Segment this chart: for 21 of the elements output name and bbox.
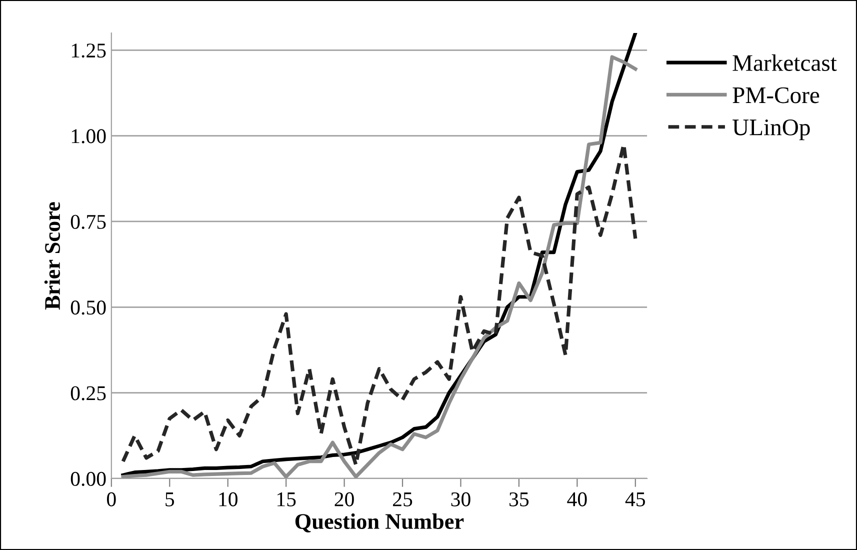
y-tick-label: 1.00 bbox=[72, 129, 106, 144]
legend-label: PM-Core bbox=[732, 87, 820, 104]
y-tick-label: 0.25 bbox=[70, 386, 106, 400]
y-tick-label: 1.25 bbox=[72, 44, 106, 58]
x-tick-label: 5 bbox=[166, 492, 174, 506]
x-axis-title: Question Number bbox=[295, 513, 464, 532]
legend-label: Marketcast bbox=[732, 54, 837, 72]
y-tick-label: 0.00 bbox=[70, 472, 106, 486]
x-tick-label: 20 bbox=[334, 492, 354, 506]
x-tick-label: 15 bbox=[277, 492, 296, 506]
y-tick-label: 0.75 bbox=[70, 214, 106, 230]
x-tick-label: 45 bbox=[625, 492, 645, 506]
x-tick-label: 25 bbox=[393, 492, 412, 506]
x-tick-label: 35 bbox=[510, 492, 529, 506]
x-tick-label: 0 bbox=[106, 492, 116, 506]
legend-label: ULinOp bbox=[732, 120, 810, 140]
y-tick-label: 0.50 bbox=[70, 300, 106, 315]
x-tick-label: 10 bbox=[219, 492, 238, 506]
y-axis-title: Brier Score bbox=[44, 202, 60, 310]
x-tick-label: 40 bbox=[567, 492, 587, 506]
x-tick-label: 30 bbox=[451, 492, 470, 506]
